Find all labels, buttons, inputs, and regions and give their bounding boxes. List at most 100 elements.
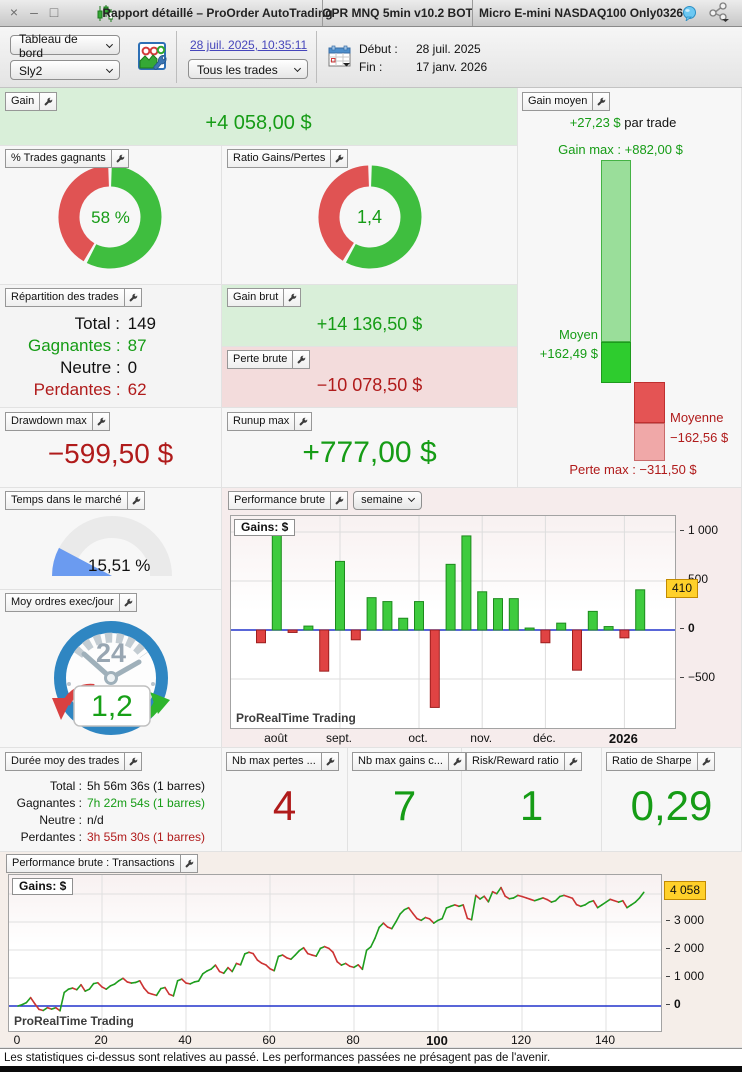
time-in-market-gauge <box>52 516 172 577</box>
sharpe-settings-button[interactable] <box>697 752 715 771</box>
calendar-icon[interactable] <box>328 44 352 73</box>
risk-reward-settings-button[interactable] <box>564 752 582 771</box>
chat-bubble-icon[interactable] <box>682 6 697 26</box>
equity-x-tick: 20 <box>94 1033 108 1047</box>
duree-total-value: 5h 56m 36s (1 barres) <box>87 779 206 793</box>
perte-brute-label: Perte brute <box>227 350 294 369</box>
prorealtime-watermark: ProRealTime Trading <box>14 1014 134 1028</box>
duree-header: Durée moy des trades <box>5 752 143 771</box>
ratio-label: Ratio Gains/Pertes <box>227 149 332 168</box>
candlestick-icon <box>97 5 114 27</box>
view-select[interactable]: Tableau de bord <box>10 32 120 60</box>
gain-brut-label: Gain brut <box>227 288 285 307</box>
nb-max-pertes-settings-button[interactable] <box>321 752 339 771</box>
perf-transactions-settings-button[interactable] <box>180 854 198 873</box>
duree-perdantes-label: Perdantes : <box>20 830 82 844</box>
svg-text:24: 24 <box>96 638 126 668</box>
equity-gains-chip: Gains: $ <box>12 878 74 895</box>
report-timestamp-link[interactable]: 28 juil. 2025, 10:35:11 <box>190 38 308 52</box>
duree-panel: Durée moy des trades Total : 5h 56m 36s (… <box>0 748 222 852</box>
moyen-gain-text: Moyen +162,49 $ <box>539 327 598 361</box>
minimize-window-icon[interactable]: – <box>26 4 42 20</box>
trades-filter-select[interactable]: Tous les trades <box>188 59 308 79</box>
share-icon[interactable] <box>706 2 732 25</box>
duree-settings-button[interactable] <box>125 752 143 771</box>
nb-max-gains-settings-button[interactable] <box>448 752 466 771</box>
duree-neutre-label: Neutre : <box>39 813 82 827</box>
ratio-settings-button[interactable] <box>331 149 349 168</box>
equity-x-tick: 40 <box>178 1033 192 1047</box>
drawdown-header: Drawdown max <box>5 412 110 431</box>
close-window-icon[interactable]: × <box>6 4 22 20</box>
pct-gagnants-header: % Trades gagnants <box>5 149 129 168</box>
gain-moyen-settings-button[interactable] <box>593 92 611 111</box>
runup-settings-button[interactable] <box>295 412 313 431</box>
trading-system-tab: OPR MNQ 5min v10.2 BOT <box>322 0 473 26</box>
fin-label: Fin : <box>359 60 383 74</box>
pct-gagnants-label: % Trades gagnants <box>5 149 112 168</box>
weekly-y-tick: 1 000 <box>680 523 718 537</box>
gain-settings-button[interactable] <box>40 92 58 111</box>
gain-moyen-bar-segment <box>634 423 665 461</box>
runup-value: +777,00 $ <box>302 436 437 469</box>
title-bar: × – □ Rapport détaillé – ProOrder AutoTr… <box>0 0 742 27</box>
report-settings-icon[interactable] <box>138 41 168 78</box>
gain-moyen-bar-segment <box>601 341 631 383</box>
repartition-panel: Répartition des trades Total : 149 Gagnan… <box>0 285 222 408</box>
temps-marche-value: 15,51 % <box>88 556 151 575</box>
weekly-month-tick: nov. <box>470 731 493 745</box>
drawdown-settings-button[interactable] <box>92 412 110 431</box>
weekly-bar-chart <box>231 516 675 728</box>
maximize-window-icon[interactable]: □ <box>46 4 62 20</box>
gain-brut-settings-button[interactable] <box>284 288 302 307</box>
perdantes-value: 62 <box>127 380 147 399</box>
perte-max-text: Perte max : −311,50 $ <box>569 462 697 477</box>
equity-y-tick: 0 <box>666 997 681 1011</box>
risk-reward-label: Risk/Reward ratio <box>466 752 565 771</box>
weekly-y-tick: 0 <box>680 621 695 635</box>
debut-value: 28 juil. 2025 <box>416 42 481 56</box>
equity-x-tick: 140 <box>594 1033 616 1047</box>
sharpe-value: 0,29 <box>630 782 713 829</box>
report-toolbar: Tableau de bord Sly2 28 juil. 2025, 10:3… <box>0 27 742 88</box>
moy-ordres-header: Moy ordres exec/jour <box>5 593 137 612</box>
perte-brute-settings-button[interactable] <box>293 350 311 369</box>
disclaimer-text: Les statistiques ci-dessus sont relative… <box>4 1051 551 1064</box>
instrument-tab: Micro E-mini NASDAQ100 Only0326 <box>472 0 683 26</box>
win-rate-donut <box>58 165 162 269</box>
moy-ordres-settings-button[interactable] <box>119 593 137 612</box>
temps-marche-settings-button[interactable] <box>127 491 145 510</box>
sharpe-header: Ratio de Sharpe <box>606 752 715 771</box>
perf-semaine-label: Performance brute <box>228 491 332 510</box>
equity-y-tick: 3 000 <box>666 913 704 927</box>
gagnantes-value: 87 <box>127 336 147 355</box>
window-bottom-edge <box>0 1066 742 1072</box>
duree-label: Durée moy des trades <box>5 752 126 771</box>
gain-brut-value: +14 136,50 $ <box>316 314 423 334</box>
nb-max-pertes-label: Nb max pertes ... <box>226 752 322 771</box>
nb-max-pertes-header: Nb max pertes ... <box>226 752 339 771</box>
repartition-settings-button[interactable] <box>124 288 142 307</box>
sharpe-panel: Ratio de Sharpe 0,29 <box>602 748 742 852</box>
debut-label: Début : <box>359 42 398 56</box>
weekly-last-value-badge: 410 <box>666 578 699 598</box>
duree-neutre-value: n/d <box>87 813 104 827</box>
period-select[interactable]: semaine <box>353 491 422 510</box>
strategy-select[interactable]: Sly2 <box>10 60 120 80</box>
duree-gagnantes-value: 7h 22m 54s (1 barres) <box>87 796 206 810</box>
repartition-header: Répartition des trades <box>5 288 142 307</box>
gagnantes-label: Gagnantes : <box>28 336 121 355</box>
gain-value: +4 058,00 $ <box>205 112 312 134</box>
moy-ordres-value: 1,2 <box>91 690 133 723</box>
gain-label: Gain <box>5 92 41 111</box>
equity-y-tick: 1 000 <box>666 969 704 983</box>
perf-semaine-settings-button[interactable] <box>331 491 349 510</box>
nb-max-gains-label: Nb max gains c... <box>352 752 449 771</box>
ratio-value: 1,4 <box>356 207 383 227</box>
equity-x-tick: 60 <box>262 1033 276 1047</box>
perte-brute-value: −10 078,50 $ <box>316 375 423 395</box>
perf-semaine-header: Performance brute semaine <box>228 491 422 510</box>
weekly-y-tick: −500 <box>680 670 715 684</box>
pct-gagnants-settings-button[interactable] <box>111 149 129 168</box>
repartition-table: Total : 149 Gagnantes : 87 Neutre : 0 Perda… <box>28 313 156 401</box>
